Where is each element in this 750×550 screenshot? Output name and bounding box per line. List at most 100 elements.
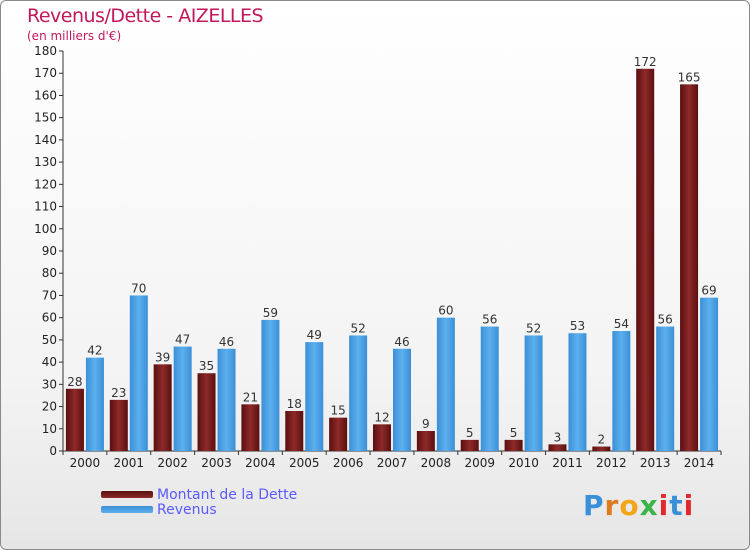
data-label: 5 bbox=[510, 426, 518, 440]
bar-revenus bbox=[129, 295, 148, 451]
x-tick-label: 2005 bbox=[289, 456, 320, 470]
axes: 0 10 20 30 40 50 60 70 80 90 100 110 120 130 140 150 160… bbox=[34, 44, 722, 470]
bar-dette bbox=[285, 411, 304, 451]
proxiti-logo: Proxiti bbox=[583, 489, 694, 522]
legend-item-debt: Montant de la Dette bbox=[101, 486, 298, 503]
x-tick-label: 2002 bbox=[157, 456, 188, 470]
x-tick-label: 2014 bbox=[684, 456, 715, 470]
data-label: 172 bbox=[634, 55, 657, 69]
data-label: 3 bbox=[554, 430, 562, 444]
x-tick-label: 2012 bbox=[596, 456, 627, 470]
y-tick-label: 170 bbox=[34, 66, 57, 80]
data-labels: 2842237039473546215918491552124696055655… bbox=[67, 55, 716, 447]
data-label: 56 bbox=[658, 313, 673, 327]
y-tick-label: 160 bbox=[34, 88, 57, 102]
legend-label-revenus: Revenus bbox=[157, 501, 217, 518]
y-tick-label: 150 bbox=[34, 111, 57, 125]
data-label: 46 bbox=[394, 335, 409, 349]
y-tick-label: 60 bbox=[42, 311, 57, 325]
y-tick-label: 20 bbox=[42, 400, 57, 414]
bar-dette bbox=[548, 444, 567, 451]
x-tick-label: 2000 bbox=[70, 456, 101, 470]
data-label: 52 bbox=[350, 321, 365, 335]
x-tick-label: 2007 bbox=[377, 456, 408, 470]
x-tick-label: 2003 bbox=[201, 456, 232, 470]
data-label: 15 bbox=[330, 404, 345, 418]
bar-revenus bbox=[436, 317, 455, 451]
chart-title: Revenus/Dette - AIZELLES bbox=[27, 5, 264, 27]
data-label: 39 bbox=[155, 350, 170, 364]
data-label: 9 bbox=[422, 417, 430, 431]
legend-item-revenus: Revenus bbox=[101, 501, 297, 518]
bar-revenus bbox=[612, 331, 631, 451]
logo-letter: t bbox=[669, 489, 684, 522]
bar-revenus bbox=[656, 326, 675, 451]
bar-dette bbox=[636, 68, 655, 452]
x-tick-label: 2009 bbox=[464, 456, 495, 470]
y-tick-label: 80 bbox=[42, 266, 57, 280]
y-tick-label: 130 bbox=[34, 155, 57, 169]
data-label: 12 bbox=[374, 410, 389, 424]
bar-dette bbox=[460, 439, 479, 451]
x-tick-label: 2011 bbox=[552, 456, 583, 470]
chart-subtitle: (en milliers d'€) bbox=[27, 29, 122, 43]
data-label: 46 bbox=[219, 335, 234, 349]
bar-revenus bbox=[85, 357, 104, 451]
y-tick-label: 180 bbox=[34, 44, 57, 58]
data-label: 69 bbox=[701, 284, 716, 298]
y-tick-label: 110 bbox=[34, 200, 57, 214]
logo-letter: r bbox=[604, 489, 620, 522]
y-tick-label: 140 bbox=[34, 133, 57, 147]
data-label: 23 bbox=[111, 386, 126, 400]
x-tick-label: 2010 bbox=[508, 456, 539, 470]
data-label: 5 bbox=[466, 426, 474, 440]
bar-dette bbox=[153, 364, 172, 451]
data-label: 35 bbox=[199, 359, 214, 373]
x-tick-label: 2013 bbox=[640, 456, 671, 470]
legend-label-debt: Montant de la Dette bbox=[157, 486, 298, 503]
data-label: 28 bbox=[67, 375, 82, 389]
bar-dette bbox=[329, 417, 348, 451]
y-tick-label: 30 bbox=[42, 377, 57, 391]
bar-dette bbox=[504, 439, 523, 451]
y-tick-label: 70 bbox=[42, 288, 57, 302]
logo-letter: P bbox=[583, 489, 605, 522]
logo-letter: i bbox=[658, 489, 670, 522]
legend-swatch-revenus bbox=[101, 506, 153, 513]
bar-revenus bbox=[349, 335, 368, 451]
y-tick-label: 90 bbox=[42, 244, 57, 258]
data-label: 54 bbox=[614, 317, 629, 331]
data-label: 165 bbox=[678, 70, 701, 84]
bars bbox=[65, 68, 719, 452]
bar-dette bbox=[241, 404, 260, 451]
bar-revenus bbox=[173, 346, 192, 451]
bar-revenus bbox=[524, 335, 543, 451]
y-tick-label: 10 bbox=[42, 422, 57, 436]
data-label: 60 bbox=[438, 304, 453, 318]
logo-letter: x bbox=[639, 489, 659, 522]
bar-dette bbox=[373, 424, 391, 451]
y-tick-label: 100 bbox=[34, 222, 57, 236]
y-tick-label: 0 bbox=[49, 444, 57, 458]
legend-swatch-debt bbox=[101, 491, 153, 498]
bar-revenus bbox=[700, 297, 719, 451]
y-tick-label: 50 bbox=[42, 333, 57, 347]
x-tick-label: 2001 bbox=[114, 456, 145, 470]
data-label: 49 bbox=[307, 328, 322, 342]
data-label: 42 bbox=[87, 344, 102, 358]
data-label: 18 bbox=[287, 397, 302, 411]
data-label: 47 bbox=[175, 333, 190, 347]
data-label: 59 bbox=[263, 306, 278, 320]
bar-dette bbox=[680, 84, 699, 451]
data-label: 70 bbox=[131, 281, 146, 295]
data-label: 52 bbox=[526, 321, 541, 335]
bar-revenus bbox=[217, 348, 236, 451]
logo-letter: i bbox=[683, 489, 695, 522]
bar-dette bbox=[416, 431, 435, 451]
bar-dette bbox=[109, 399, 128, 451]
y-tick-label: 120 bbox=[34, 177, 57, 191]
data-label: 56 bbox=[482, 313, 497, 327]
data-label: 2 bbox=[598, 433, 606, 447]
